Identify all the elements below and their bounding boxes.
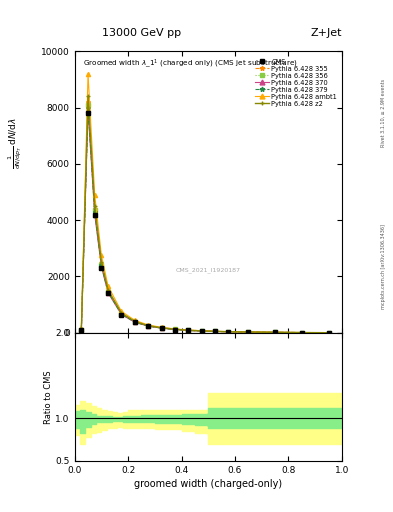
X-axis label: groomed width (charged-only): groomed width (charged-only) [134, 479, 282, 489]
Text: CMS_2021_I1920187: CMS_2021_I1920187 [176, 267, 241, 272]
Text: mcplots.cern.ch [arXiv:1306.3436]: mcplots.cern.ch [arXiv:1306.3436] [381, 224, 386, 309]
Text: Z+Jet: Z+Jet [310, 28, 342, 38]
Text: Groomed width $\lambda\_1^1$ (charged only) (CMS jet substructure): Groomed width $\lambda\_1^1$ (charged on… [83, 57, 298, 70]
Text: 13000 GeV pp: 13000 GeV pp [102, 28, 181, 38]
Legend: CMS, Pythia 6.428 355, Pythia 6.428 356, Pythia 6.428 370, Pythia 6.428 379, Pyt: CMS, Pythia 6.428 355, Pythia 6.428 356,… [254, 57, 339, 108]
Y-axis label: Ratio to CMS: Ratio to CMS [44, 370, 53, 423]
Text: $\frac{1}{\mathrm{d}N/\mathrm{d}p_T}\,\mathrm{d}N/\mathrm{d}\lambda$: $\frac{1}{\mathrm{d}N/\mathrm{d}p_T}\,\m… [7, 117, 24, 169]
Text: Rivet 3.1.10, ≥ 2.9M events: Rivet 3.1.10, ≥ 2.9M events [381, 78, 386, 147]
